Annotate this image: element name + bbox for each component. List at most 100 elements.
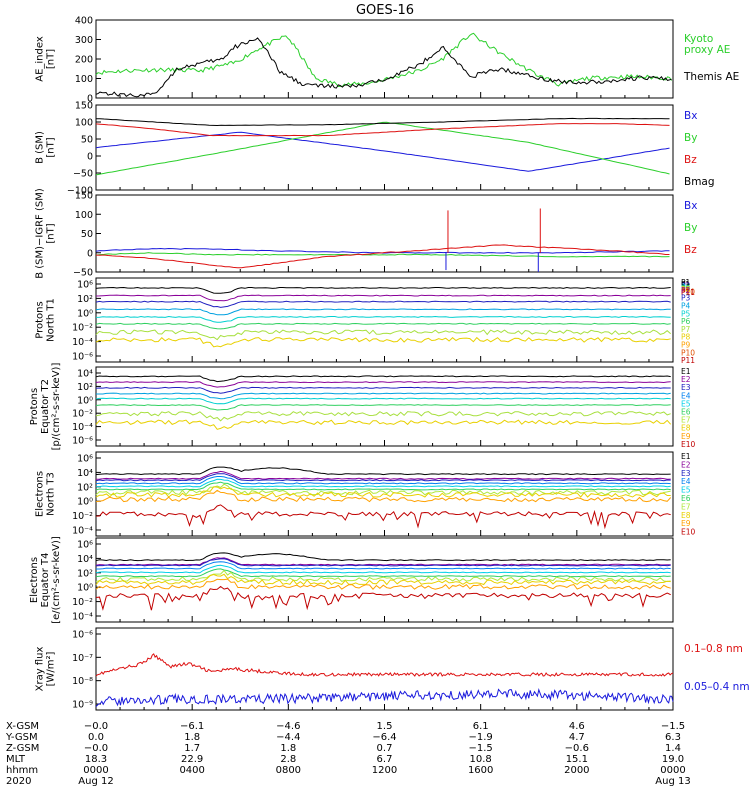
legend-entry: Bx	[684, 110, 697, 122]
y-tick-label: 10⁶	[77, 280, 93, 291]
channel-line-p6	[95, 322, 671, 330]
y-axis-label: North T1	[46, 298, 57, 342]
channel-label: E8	[681, 511, 691, 520]
legend-entry: Bmag	[684, 176, 715, 188]
y-tick-label: 0	[87, 152, 93, 163]
channel-label: P6	[681, 284, 691, 293]
channel-label: E4	[681, 477, 691, 486]
y-tick-label: 10⁻⁴	[72, 337, 93, 348]
time-axis-row-label: MLT	[6, 754, 26, 765]
legend-entry: Bx	[684, 200, 697, 212]
channel-label: E9	[681, 432, 691, 441]
time-axis-value: Aug 13	[655, 776, 690, 787]
channel-line-e2	[95, 557, 671, 566]
time-axis-value: −6.4	[372, 732, 396, 743]
channel-label: P7	[681, 325, 691, 334]
channel-line-e9	[95, 489, 672, 503]
y-tick-label: 10⁶	[77, 454, 93, 465]
y-tick-label: 200	[75, 55, 93, 66]
channel-label: E3	[681, 383, 691, 392]
y-tick-label: 10⁰	[77, 308, 93, 319]
y-tick-label: 10⁻²	[72, 409, 93, 420]
panel-1: B (SM) [nT] −100 −50 0 50 100 150 Bx By Bz Bmag	[35, 101, 715, 197]
y-axis-label: B (SM)	[35, 131, 46, 164]
time-axis-value: 2000	[564, 765, 589, 776]
time-axis-row-label: 2020	[6, 776, 31, 787]
y-tick-label: 10²	[77, 382, 93, 393]
y-tick-label: 100	[75, 74, 93, 85]
y-tick-label: 10⁻²	[72, 597, 93, 608]
channel-label: P10	[681, 287, 695, 296]
channel-line-p7	[95, 329, 672, 341]
channel-line-e1	[95, 466, 671, 476]
panel-4: Protons Equator T2 [p/(cm²-s-sr-keV)] 10⁴10…	[29, 278, 695, 450]
channel-line-e9	[95, 578, 671, 590]
y-tick-label: 10⁻⁴	[72, 612, 93, 623]
channel-line-p1	[95, 286, 671, 294]
panel-frame	[95, 19, 674, 99]
channel-label: P5	[681, 283, 691, 292]
time-axis-value: 10.8	[470, 754, 492, 765]
y-axis-label: Equator T2	[40, 379, 51, 434]
channel-label: P4	[681, 301, 691, 310]
channel-line-e5	[95, 564, 671, 574]
y-tick-label: 10⁴	[77, 369, 93, 380]
channel-label: E1	[681, 452, 691, 461]
time-axis-value: −0.6	[565, 743, 589, 754]
series-line-bmag	[95, 117, 670, 127]
y-tick-label: 50	[81, 229, 93, 240]
series-line-bz	[95, 123, 670, 137]
panel-frame	[95, 194, 674, 273]
time-axis-row-label: Y-GSM	[5, 732, 38, 743]
y-tick-label: 100	[75, 118, 93, 129]
xray-line-1	[95, 688, 674, 707]
legend-entry: 0.05–0.4 nm	[684, 681, 750, 693]
time-axis-value: −1.9	[469, 732, 493, 743]
y-axis-label: Electrons	[35, 471, 46, 517]
channel-label: E1	[681, 367, 691, 376]
channel-line-e7	[95, 569, 671, 583]
channel-line-p7	[95, 411, 671, 422]
channel-label: E6	[681, 408, 691, 417]
xray-line-0	[95, 653, 674, 677]
channel-label: P1	[681, 280, 691, 289]
y-tick-label: 10⁻⁷	[72, 653, 93, 664]
time-axis-value: 15.1	[566, 754, 588, 765]
y-tick-label: 10⁶	[77, 540, 93, 551]
channel-line-p8	[95, 336, 671, 348]
time-axis-value: −0.0	[84, 721, 108, 732]
channel-label: E7	[681, 502, 691, 511]
time-axis-row-label: hhmm	[6, 765, 38, 776]
time-axis-row-label: Z-GSM	[6, 743, 39, 754]
channel-line-p2	[95, 381, 671, 388]
channel-line-e8	[95, 486, 671, 498]
channel-line-p5	[95, 397, 671, 405]
channel-label: P1	[681, 278, 691, 287]
y-tick-label: 100	[75, 210, 93, 221]
panel-frame	[95, 537, 674, 623]
y-tick-label: 10²	[77, 294, 93, 305]
channel-label: E10	[681, 528, 696, 537]
series-line-themis-ae	[95, 37, 672, 98]
time-axis-value: 0000	[83, 765, 108, 776]
y-tick-label: 10⁻²	[72, 323, 93, 334]
legend-entry: Themis AE	[683, 71, 739, 83]
channel-line-p3	[95, 386, 671, 394]
y-tick-label: 10⁻⁶	[72, 436, 93, 447]
legend-entry: By	[684, 132, 697, 144]
y-tick-label: −50	[73, 169, 93, 180]
y-tick-label: 10⁻⁶	[72, 630, 93, 641]
channel-label: P10	[681, 348, 695, 357]
time-axis-value: 1200	[372, 765, 397, 776]
panel-3: Protons North T1 10⁶ 10² 10⁰ 10⁻² 10⁻⁴ 10⁻⁶ P1P2…	[35, 277, 695, 363]
time-axis-value: 2.8	[280, 754, 296, 765]
legend-entry: 0.1–0.8 nm	[684, 643, 743, 655]
channel-label: E2	[681, 375, 691, 384]
time-axis-value: Aug 12	[78, 776, 113, 787]
time-axis-value: 0.0	[88, 732, 104, 743]
legend-entry: proxy AE	[684, 44, 730, 56]
time-axis-value: −6.1	[180, 721, 204, 732]
